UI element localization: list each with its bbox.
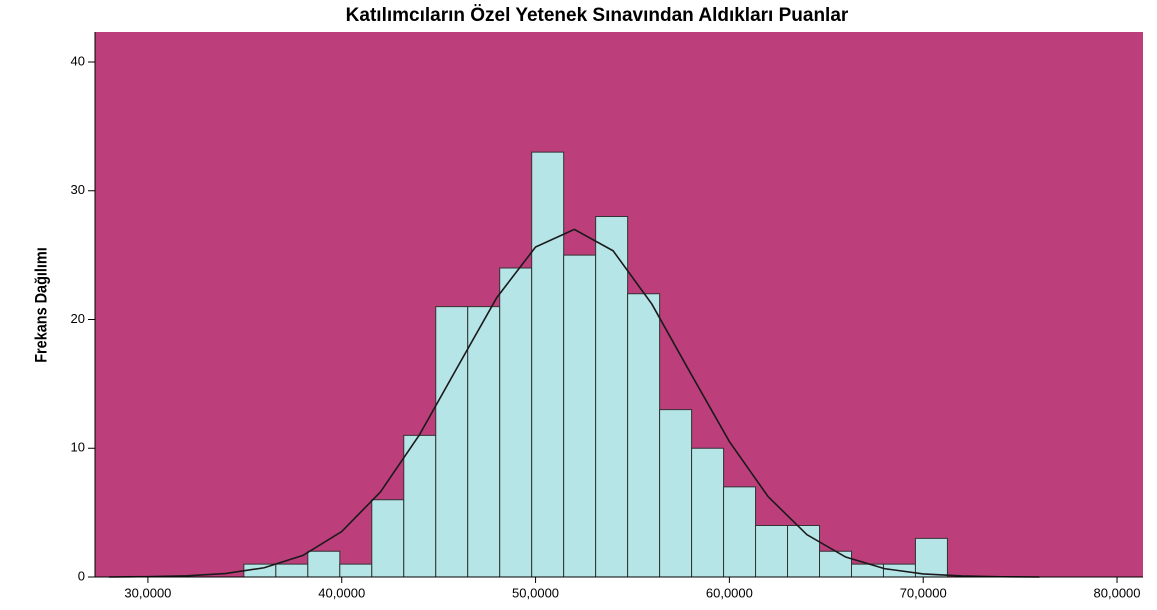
bar — [914, 537, 948, 578]
bar — [339, 563, 373, 578]
x-tick-label: 40,0000 — [318, 585, 365, 600]
bar — [850, 563, 884, 578]
bar — [435, 306, 469, 578]
bar — [595, 215, 629, 578]
x-tick-label: 50,0000 — [512, 585, 559, 600]
y-axis-label: Frekans Dağılımı — [32, 247, 50, 363]
bar — [659, 409, 693, 578]
bar — [531, 151, 565, 578]
x-tick-label: 80,0000 — [1094, 585, 1141, 600]
bar — [691, 447, 725, 578]
x-tick-label: 70,0000 — [900, 585, 947, 600]
y-tick-label: 20 — [71, 311, 85, 326]
normal-curve — [109, 228, 1040, 578]
y-tick-label: 0 — [78, 568, 85, 583]
x-tick-label: 30,0000 — [124, 585, 171, 600]
y-tick-label: 30 — [71, 182, 85, 197]
bar — [563, 254, 597, 578]
y-tick-label: 40 — [71, 53, 85, 68]
x-tick-label: 60,0000 — [706, 585, 753, 600]
bar — [499, 267, 533, 578]
bar — [275, 563, 309, 578]
bar — [467, 306, 501, 578]
bar — [723, 486, 757, 578]
chart-title: Katılımcıların Özel Yetenek Sınavından A… — [346, 5, 849, 26]
bar — [819, 550, 852, 578]
bar — [787, 524, 821, 578]
bar — [755, 524, 789, 578]
bar — [627, 293, 661, 578]
bar — [403, 434, 437, 578]
y-tick-label: 10 — [71, 440, 85, 455]
bar — [371, 499, 405, 578]
bar — [307, 550, 341, 578]
